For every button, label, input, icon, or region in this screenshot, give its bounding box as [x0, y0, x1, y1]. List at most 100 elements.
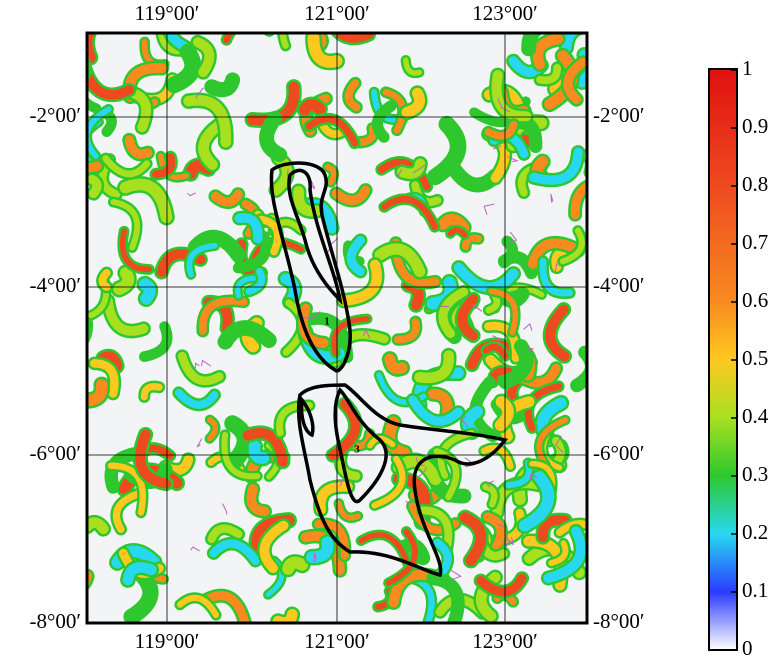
anomaly-core — [247, 81, 300, 126]
anomaly-core — [429, 118, 464, 183]
anomaly-core — [110, 199, 141, 251]
anomaly-core — [234, 213, 263, 244]
latitude-label: -6°00′ — [593, 441, 645, 465]
colorbar-tick-label: 1 — [742, 56, 753, 80]
colorbar-tick-label: 0.3 — [742, 462, 768, 486]
anomaly-core — [394, 318, 420, 344]
coastline — [492, 335, 501, 345]
coastline — [450, 569, 462, 580]
anomaly-core — [257, 215, 282, 256]
coastline — [190, 546, 200, 552]
anomaly-core — [219, 322, 275, 348]
anomaly-core — [382, 88, 407, 134]
region-outline — [269, 161, 352, 373]
anomaly-core — [333, 33, 374, 43]
coastline — [313, 552, 318, 563]
anomaly-core — [279, 33, 289, 49]
anomaly-core — [87, 67, 99, 112]
coastline — [200, 359, 212, 367]
anomaly-core — [483, 343, 509, 360]
anomaly-core — [536, 417, 569, 468]
coastline — [507, 155, 519, 163]
anomaly-core — [438, 287, 469, 339]
anomaly-core — [385, 528, 418, 586]
coastline — [405, 500, 412, 505]
coastline — [555, 263, 558, 272]
coastline — [195, 87, 204, 99]
longitude-label: 119°00′ — [135, 1, 200, 25]
anomaly-core — [532, 33, 564, 70]
anomaly-core — [384, 353, 408, 375]
anomaly-core — [206, 74, 238, 95]
anomaly-core — [548, 540, 569, 566]
anomaly-core — [98, 269, 111, 291]
coastline — [440, 305, 450, 308]
coastline — [397, 169, 403, 177]
anomaly-core — [113, 267, 135, 295]
coastline — [310, 179, 316, 190]
anomaly-core — [346, 235, 365, 276]
anomaly-core — [358, 532, 411, 568]
anomaly-core — [87, 174, 102, 199]
anomaly-core — [261, 113, 285, 160]
anomaly-core — [112, 490, 143, 533]
anomaly-core — [457, 294, 479, 341]
coastline — [194, 362, 200, 370]
region-outline — [296, 383, 509, 578]
anomaly-core — [198, 297, 248, 335]
region-label: 3 — [354, 444, 360, 456]
anomaly-core — [174, 388, 219, 409]
anomaly-core — [107, 462, 146, 516]
anomaly-core — [536, 64, 561, 85]
anomaly-core — [485, 293, 501, 314]
coastline — [412, 164, 426, 174]
anomaly-core — [305, 115, 359, 147]
anomaly-core — [527, 238, 584, 269]
coastline — [497, 98, 510, 113]
anomaly-core — [209, 539, 260, 565]
anomaly-core — [245, 268, 266, 295]
coastline — [529, 473, 538, 481]
anomaly-core — [437, 214, 470, 233]
latitude-label: -2°00′ — [30, 103, 82, 127]
region-label: 1 — [324, 316, 330, 328]
coastline — [418, 466, 427, 477]
colorbar-ticks: 0 0.1 0.2 0.3 0.4 0.5 0.6 0.7 0.8 0.9 1 — [731, 56, 769, 660]
anomaly-core — [246, 484, 270, 517]
anomaly-core — [396, 158, 426, 179]
anomaly-core — [331, 316, 371, 356]
anomaly-core — [380, 195, 438, 231]
anomaly-core — [418, 506, 453, 553]
anomaly-core — [87, 517, 109, 535]
latitude-label: -8°00′ — [593, 609, 645, 633]
longitude-label: 119°00′ — [135, 629, 200, 653]
anomaly-core — [87, 319, 91, 341]
region-outline — [299, 395, 315, 438]
anomaly-core — [183, 95, 232, 148]
anomaly-core — [235, 233, 269, 271]
coastline — [528, 348, 535, 353]
region-outline — [287, 168, 343, 306]
anomaly-pattern — [87, 33, 587, 623]
colorbar-tick-label: 0.5 — [742, 346, 768, 370]
anomaly-core — [90, 359, 119, 398]
anomaly-streak — [87, 317, 94, 345]
coastline — [187, 192, 197, 197]
anomaly-core — [559, 227, 585, 265]
colorbar-tick-label: 0.9 — [742, 114, 768, 138]
coastline — [196, 438, 203, 448]
anomaly-core — [223, 33, 272, 44]
anomaly-core — [124, 135, 153, 159]
coastline — [506, 231, 518, 247]
colorbar-tick-label: 0.7 — [742, 230, 768, 254]
anomaly-core — [447, 227, 468, 238]
anomaly-core — [462, 234, 482, 251]
anomaly-core — [482, 483, 498, 508]
coastline — [486, 480, 494, 488]
region-outline — [333, 387, 388, 504]
anomaly-core — [480, 444, 514, 470]
anomaly-core — [331, 185, 371, 205]
coastline — [555, 435, 564, 453]
anomaly-core — [151, 153, 176, 179]
